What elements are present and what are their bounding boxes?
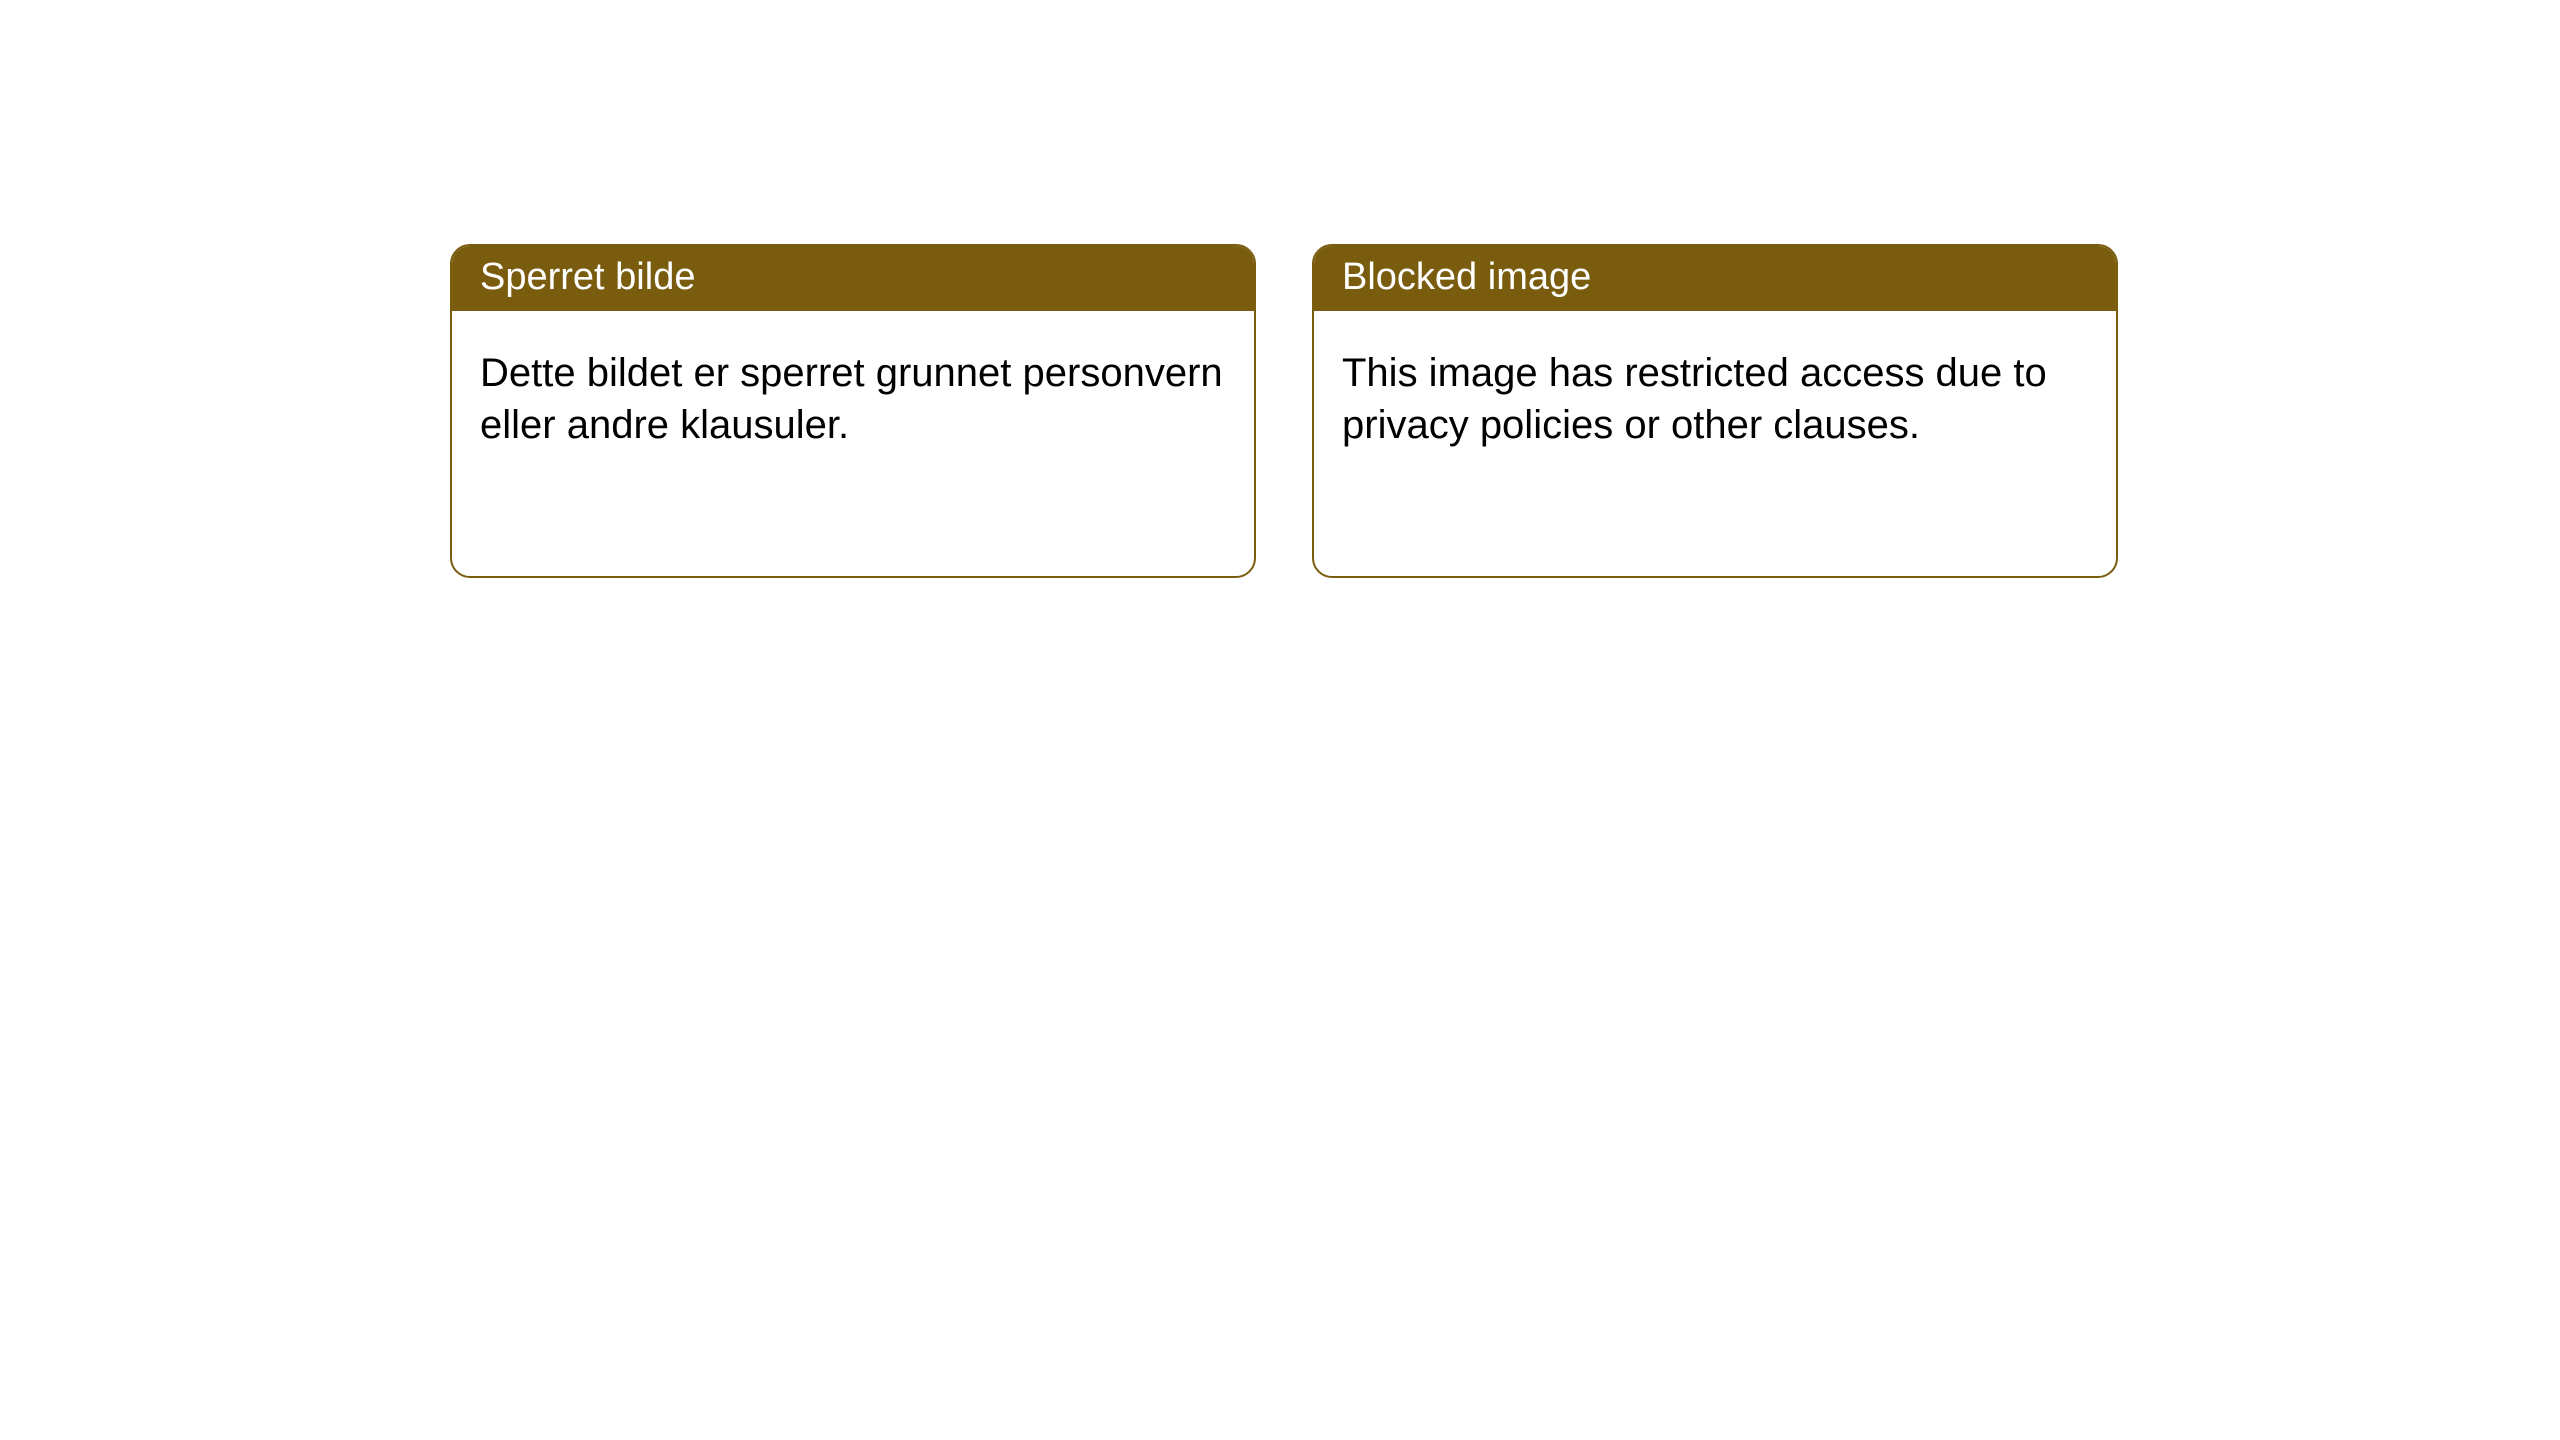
- notice-card-no: Sperret bilde Dette bildet er sperret gr…: [450, 244, 1256, 578]
- notice-container: Sperret bilde Dette bildet er sperret gr…: [0, 0, 2560, 578]
- notice-body-no: Dette bildet er sperret grunnet personve…: [452, 311, 1254, 487]
- notice-title-en: Blocked image: [1314, 246, 2116, 311]
- notice-title-no: Sperret bilde: [452, 246, 1254, 311]
- notice-body-en: This image has restricted access due to …: [1314, 311, 2116, 487]
- notice-card-en: Blocked image This image has restricted …: [1312, 244, 2118, 578]
